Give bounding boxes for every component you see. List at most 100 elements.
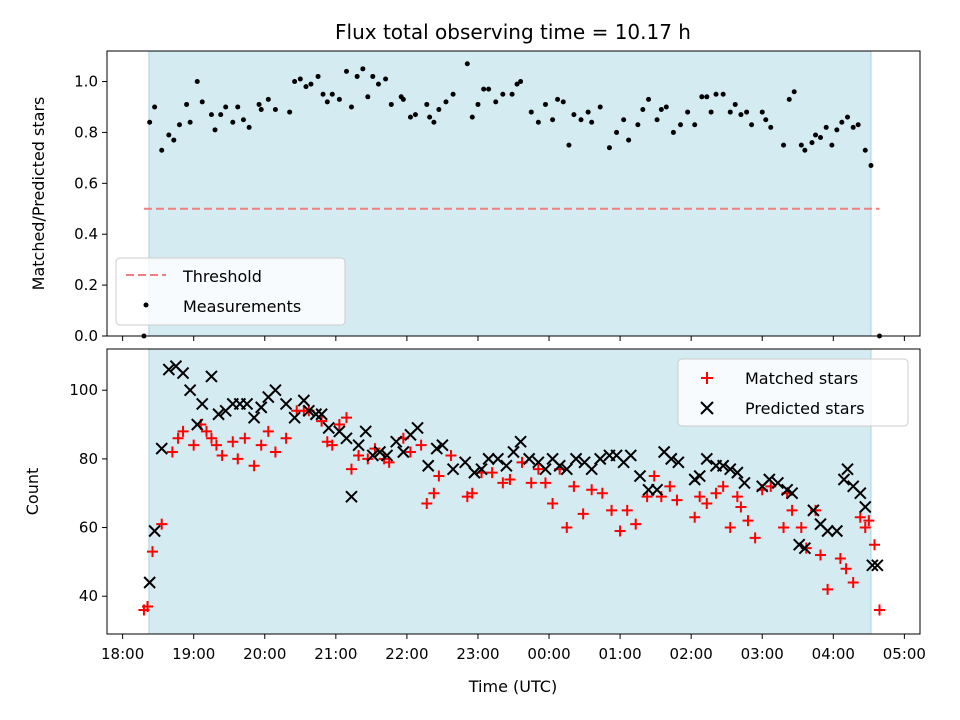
matched-star-marker [248,460,260,472]
measurement-point [713,91,719,97]
matched-star-marker [749,532,761,544]
measurement-point [555,96,561,102]
chart-title: Flux total observing time = 10.17 h [335,20,691,44]
predicted-star-marker [269,383,282,397]
measurement-point [663,104,669,110]
predicted-star-marker [352,438,365,452]
predicted-star-marker [539,462,552,476]
top-x-ticks [122,336,905,341]
matched-star-marker [859,522,871,534]
y-tick-label: 0.2 [74,276,98,294]
predicted-star-marker [491,452,505,466]
measurement-points [141,61,882,339]
measurement-point [518,79,524,85]
measurement-point [354,73,360,79]
measurement-point [708,109,714,115]
matched-star-marker [547,498,559,510]
predicted-star-marker [807,504,820,517]
measurement-point [704,94,710,100]
predicted-star-marker [837,473,851,486]
matched-star-marker [345,463,357,475]
matched-star-marker [188,439,200,451]
predicted-star-marker [859,500,872,514]
matched-star-marker [269,446,281,458]
measurement-point [230,119,236,125]
matched-star-marker [326,439,338,451]
y-tick-label: 80 [79,450,98,468]
measurement-point [147,119,153,125]
measurement-point [720,91,726,97]
measurement-point [343,68,349,74]
matched-star-marker [621,504,633,516]
predicted-star-marker [397,445,410,459]
measurement-point [246,124,252,130]
measurement-point [798,142,804,148]
bottom-legend: Matched stars Predicted stars [677,358,909,427]
measurement-point [212,127,218,133]
x-tick-label: 04:00 [812,645,855,663]
predicted-star-marker [345,490,358,503]
legend-matched-swatch [701,372,713,384]
measurement-point [258,107,264,113]
matched-star-marker [630,518,642,530]
matched-star-marker [146,546,158,558]
measurement-point [223,104,229,110]
matched-star-marker [486,467,498,479]
matched-star-marker [561,522,573,534]
matched-star-marker [445,449,457,461]
measurement-point [626,137,632,143]
measurement-point [194,79,200,85]
matched-star-marker [606,504,618,516]
x-tick-label: 01:00 [598,645,641,663]
matched-star-marker [701,498,713,510]
predicted-star-marker [279,397,293,411]
predicted-star-marker [798,541,812,555]
predicted-star-marker [155,442,168,455]
measurement-point [383,76,389,82]
top-axes-frame [106,50,921,337]
predicted-star-marker [585,462,598,476]
measurement-point [845,114,851,120]
matched-star-marker [664,480,676,492]
measurement-point [443,99,449,105]
matched-star-marker [415,439,427,451]
predicted-star-marker [569,452,583,466]
measurement-point [514,81,520,87]
predicted-star-marker [411,421,424,435]
x-tick-label: 05:00 [883,645,926,663]
predicted-star-marker [672,456,685,469]
measurement-point [692,122,698,128]
measurement-point [292,79,298,85]
predicted-star-marker [593,452,607,466]
matched-star-marker [353,449,365,461]
predicted-star-marker [255,401,268,414]
measurement-point [542,101,548,107]
predicted-star-marker [288,411,301,424]
matched-star-marker [255,439,267,451]
measurement-point [329,91,335,97]
measurement-point [614,129,620,135]
matched-star-marker [786,504,798,516]
matched-star-marker [433,470,445,482]
matched-star-marker [815,549,827,561]
measurement-point [388,101,394,107]
predicted-star-marker [560,462,574,476]
matched-star-marker [641,491,653,503]
measurement-point [678,122,684,128]
bottom-axes-frame [106,348,921,635]
matched-star-marker [847,576,859,588]
measurement-point [308,81,314,87]
legend-measurement-label: Measurements [183,297,301,316]
measurement-point [436,107,442,113]
predicted-star-marker [359,425,372,438]
measurement-point [763,117,769,123]
predicted-star-marker [475,462,488,476]
y-tick-label: 0.6 [74,174,98,192]
predicted-star-marker [871,559,884,572]
x-tick-label: 22:00 [385,645,428,663]
y-tick-label: 40 [79,587,98,605]
predicted-star-marker [792,538,806,551]
matched-star-marker [724,522,736,534]
matched-star-marker [614,525,626,537]
matched-star-marker [142,601,154,613]
